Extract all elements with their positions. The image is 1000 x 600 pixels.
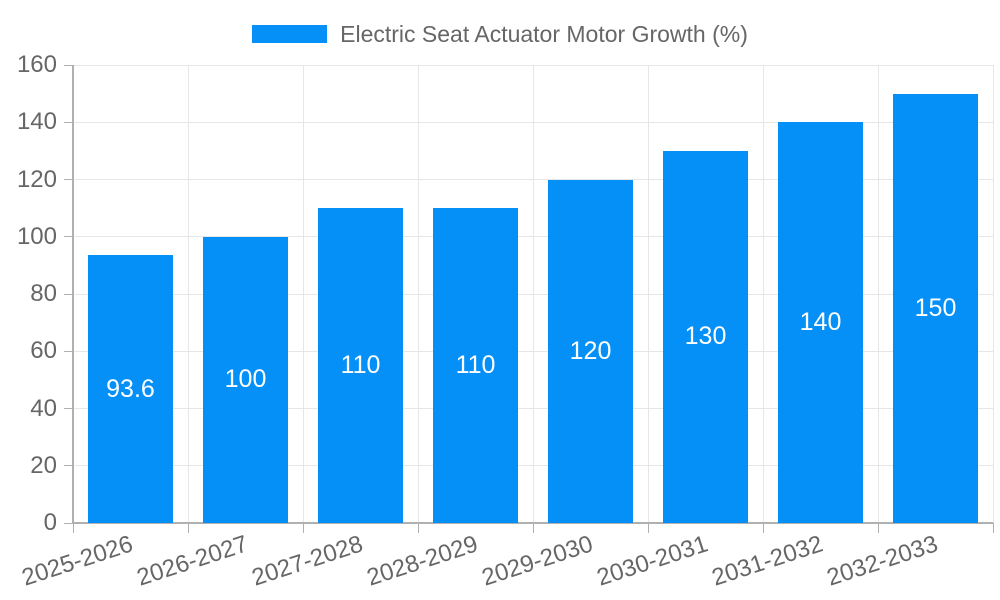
x-axis-tick-label: 2029-2030 bbox=[478, 530, 596, 592]
y-axis-tick-label: 60 bbox=[30, 337, 57, 365]
legend[interactable]: Electric Seat Actuator Motor Growth (%) bbox=[0, 18, 1000, 50]
y-axis-tick-label: 0 bbox=[43, 509, 57, 536]
bar-value-label: 130 bbox=[684, 322, 727, 351]
y-axis-tick bbox=[64, 350, 73, 352]
legend-swatch-icon bbox=[252, 25, 328, 43]
y-axis-tick-label: 120 bbox=[16, 165, 57, 193]
bar[interactable]: 150 bbox=[893, 93, 978, 523]
x-axis-line bbox=[72, 522, 993, 524]
v-gridline bbox=[417, 65, 419, 523]
bar[interactable]: 100 bbox=[203, 236, 288, 523]
y-axis-tick bbox=[64, 236, 73, 238]
y-axis-tick-label: 140 bbox=[16, 108, 57, 136]
x-axis-tick bbox=[532, 523, 534, 533]
v-gridline bbox=[532, 65, 534, 523]
y-axis-tick bbox=[64, 179, 73, 180]
bar-value-label: 100 bbox=[224, 365, 267, 394]
y-axis-tick-label: 160 bbox=[16, 51, 57, 78]
y-axis-tick bbox=[64, 522, 73, 524]
bar-value-label: 93.6 bbox=[106, 374, 155, 403]
x-axis-tick bbox=[647, 523, 649, 533]
y-axis-tick-label: 40 bbox=[30, 394, 57, 422]
bar-value-label: 110 bbox=[340, 351, 381, 380]
x-axis-tick bbox=[762, 523, 764, 533]
x-axis-tick bbox=[302, 523, 304, 533]
x-axis-tick bbox=[992, 523, 994, 533]
bar-value-label: 140 bbox=[799, 308, 842, 337]
bar-value-label: 120 bbox=[569, 336, 612, 365]
plot-area: 0 20 40 60 80 100 120 140 160 93.6 2025-2026 100 202… bbox=[17, 51, 994, 592]
bar[interactable]: 120 bbox=[548, 179, 633, 523]
y-axis-line bbox=[72, 65, 74, 523]
y-axis-tick-label: 100 bbox=[16, 222, 57, 250]
x-axis-tick-label: 2026-2027 bbox=[133, 530, 251, 592]
v-gridline bbox=[762, 65, 764, 523]
bar[interactable]: 110 bbox=[318, 208, 403, 523]
legend-label: Electric Seat Actuator Motor Growth (%) bbox=[340, 20, 748, 47]
y-axis-tick bbox=[64, 121, 73, 123]
bar[interactable]: 110 bbox=[433, 208, 518, 523]
y-axis-tick-label: 20 bbox=[30, 451, 57, 479]
y-axis-tick-label: 80 bbox=[30, 280, 57, 307]
v-gridline bbox=[992, 65, 994, 523]
x-axis-tick bbox=[877, 523, 879, 533]
y-axis-tick bbox=[64, 64, 73, 66]
bar[interactable]: 93.6 bbox=[88, 255, 173, 523]
y-axis-tick bbox=[64, 408, 73, 409]
x-axis-tick-label: 2025-2026 bbox=[18, 530, 136, 592]
x-axis-tick-label: 2031-2032 bbox=[708, 530, 826, 592]
y-axis-tick bbox=[64, 465, 73, 467]
bar[interactable]: 130 bbox=[663, 150, 748, 523]
x-axis-tick bbox=[187, 523, 189, 533]
x-axis-tick bbox=[72, 523, 74, 533]
bar-value-label: 110 bbox=[455, 351, 496, 380]
v-gridline bbox=[877, 65, 879, 523]
v-gridline bbox=[302, 65, 304, 523]
bar[interactable]: 140 bbox=[778, 122, 863, 523]
x-axis-tick-label: 2030-2031 bbox=[593, 530, 711, 592]
x-axis-tick-label: 2032-2033 bbox=[823, 530, 941, 592]
v-gridline bbox=[647, 65, 649, 523]
x-axis-tick bbox=[417, 523, 419, 533]
y-axis-tick bbox=[64, 293, 73, 295]
v-gridline bbox=[187, 65, 189, 523]
x-axis-tick-label: 2028-2029 bbox=[363, 530, 481, 592]
bar-value-label: 150 bbox=[914, 293, 957, 322]
x-axis-tick-label: 2027-2028 bbox=[248, 530, 366, 592]
